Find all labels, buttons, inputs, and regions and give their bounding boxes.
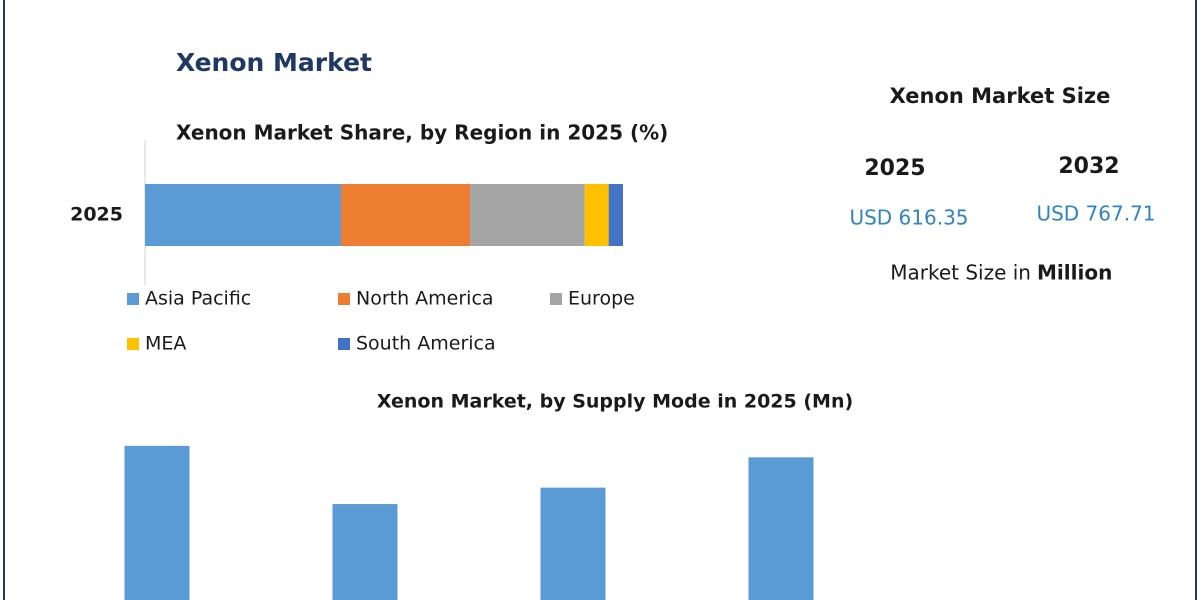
size-title: Xenon Market Size [890,84,1111,108]
year-label: 2032 [1058,154,1119,179]
legend-label: South America [356,333,496,355]
legend-swatch [127,338,139,350]
size-value: USD 616.35 [849,206,968,230]
chart-title: Xenon Market, by Supply Mode in 2025 (Mn… [377,391,853,413]
bar-segment [608,184,623,246]
bar [124,445,190,600]
legend-label: North America [356,288,494,310]
chart-title: Xenon Market Share, by Region in 2025 (%… [176,121,668,145]
bar [540,487,606,600]
y-tick-label: 2025 [70,204,123,226]
size-note: Market Size in [890,261,1031,285]
legend-label: MEA [145,333,186,355]
bar-segment [340,184,471,246]
bar [748,457,814,600]
size-unit: Million [1037,261,1112,285]
legend-swatch [127,293,139,305]
size-value: USD 767.71 [1036,202,1155,226]
bar-segment [145,184,341,246]
bar [332,504,398,600]
legend-swatch [338,293,350,305]
legend-swatch [550,293,562,305]
bar-segment [584,184,609,246]
legend-label: Europe [568,288,635,310]
legend-label: Asia Pacific [145,288,251,310]
year-label: 2025 [864,156,925,181]
bar-segment [470,184,585,246]
page-title: Xenon Market [176,48,372,77]
legend-swatch [338,338,350,350]
